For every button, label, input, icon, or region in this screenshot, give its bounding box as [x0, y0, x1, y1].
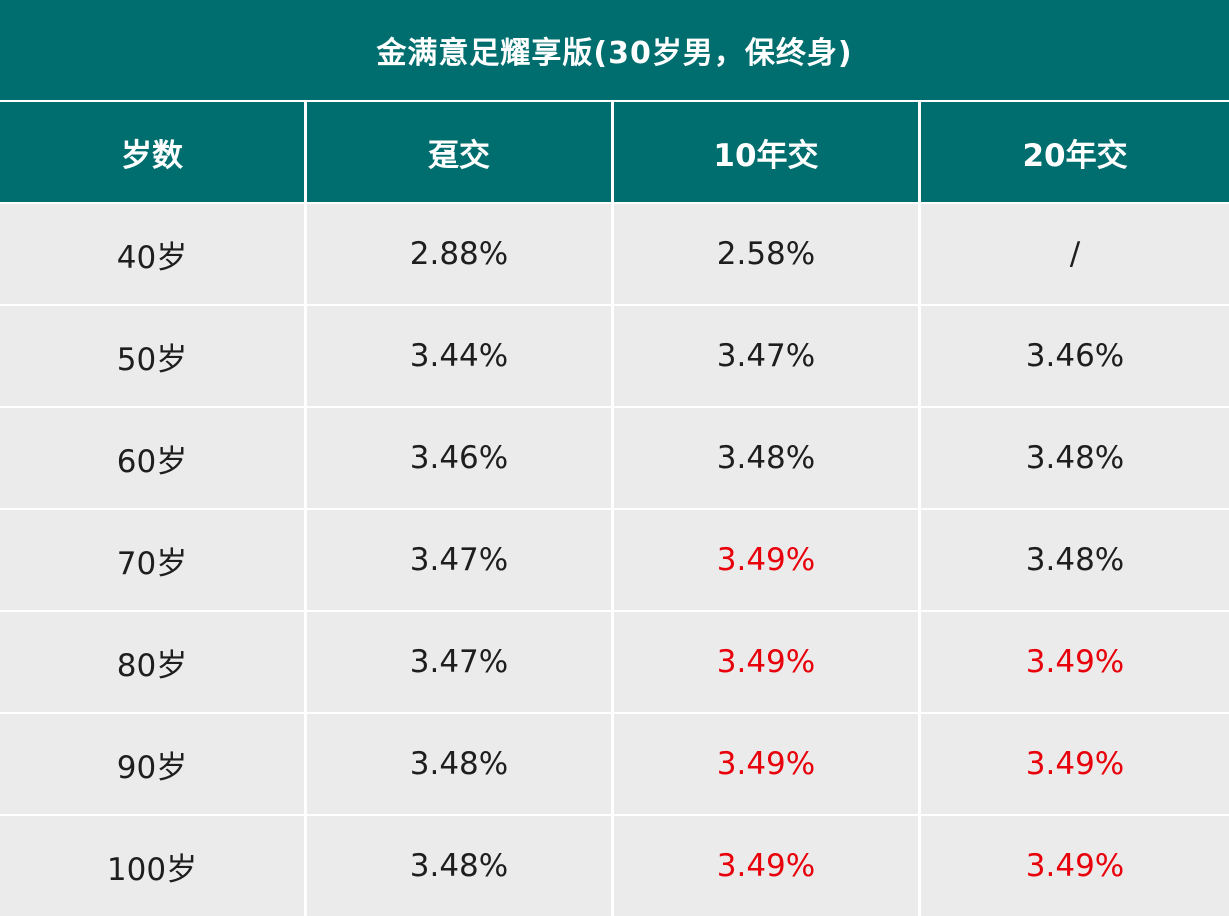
- cell-20-year: 3.48%: [921, 408, 1229, 510]
- table-header-row: 岁数 趸交 10年交 20年交: [0, 102, 1229, 204]
- cell-single: 3.48%: [307, 714, 614, 816]
- cell-20-year: 3.46%: [921, 306, 1229, 408]
- cell-age: 100岁: [0, 816, 307, 916]
- table-row: 70岁 3.47% 3.49% 3.48%: [0, 510, 1229, 612]
- cell-20-year: 3.49%: [921, 816, 1229, 916]
- cell-20-year: /: [921, 204, 1229, 306]
- cell-single: 3.48%: [307, 816, 614, 916]
- header-single-payment: 趸交: [307, 102, 614, 204]
- cell-age: 50岁: [0, 306, 307, 408]
- cell-10-year: 3.49%: [614, 714, 921, 816]
- cell-single: 3.46%: [307, 408, 614, 510]
- cell-20-year: 3.49%: [921, 612, 1229, 714]
- cell-single: 2.88%: [307, 204, 614, 306]
- cell-10-year: 3.48%: [614, 408, 921, 510]
- table-row: 90岁 3.48% 3.49% 3.49%: [0, 714, 1229, 816]
- cell-age: 80岁: [0, 612, 307, 714]
- header-age: 岁数: [0, 102, 307, 204]
- table-row: 50岁 3.44% 3.47% 3.46%: [0, 306, 1229, 408]
- table-title-row: 金满意足耀享版(30岁男，保终身): [0, 0, 1229, 102]
- cell-single: 3.44%: [307, 306, 614, 408]
- table-row: 80岁 3.47% 3.49% 3.49%: [0, 612, 1229, 714]
- table-row: 100岁 3.48% 3.49% 3.49%: [0, 816, 1229, 916]
- cell-10-year: 3.49%: [614, 612, 921, 714]
- cell-single: 3.47%: [307, 510, 614, 612]
- cell-age: 40岁: [0, 204, 307, 306]
- header-20-year-payment: 20年交: [921, 102, 1229, 204]
- cell-age: 70岁: [0, 510, 307, 612]
- cell-single: 3.47%: [307, 612, 614, 714]
- cell-20-year: 3.48%: [921, 510, 1229, 612]
- cell-10-year: 2.58%: [614, 204, 921, 306]
- table-title: 金满意足耀享版(30岁男，保终身): [0, 0, 1229, 102]
- cell-10-year: 3.47%: [614, 306, 921, 408]
- table-row: 40岁 2.88% 2.58% /: [0, 204, 1229, 306]
- cell-10-year: 3.49%: [614, 510, 921, 612]
- cell-age: 90岁: [0, 714, 307, 816]
- cell-10-year: 3.49%: [614, 816, 921, 916]
- table-row: 60岁 3.46% 3.48% 3.48%: [0, 408, 1229, 510]
- cell-20-year: 3.49%: [921, 714, 1229, 816]
- cell-age: 60岁: [0, 408, 307, 510]
- header-10-year-payment: 10年交: [614, 102, 921, 204]
